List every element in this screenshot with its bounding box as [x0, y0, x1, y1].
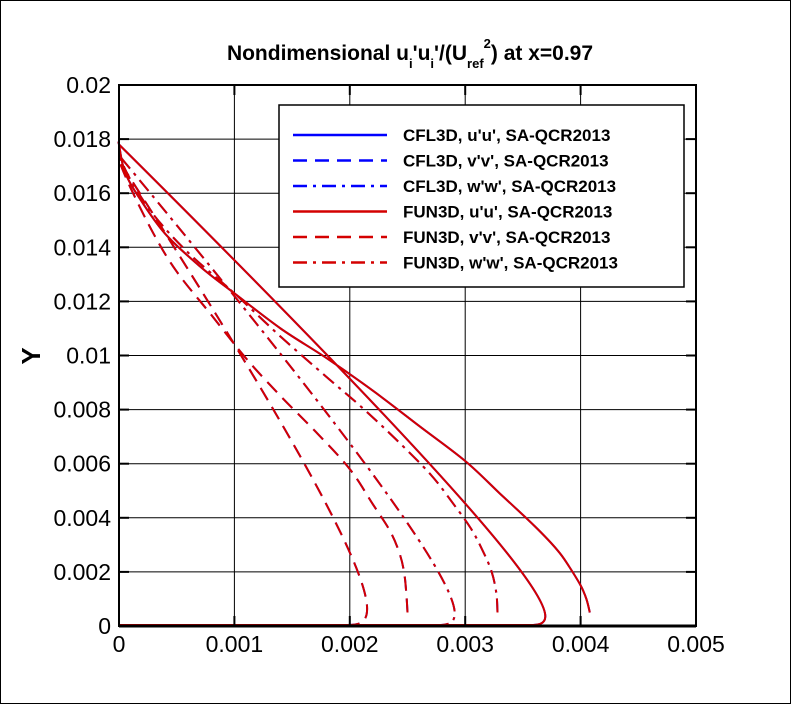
x-tick-label: 0.001 [206, 631, 264, 657]
y-tick-label: 0.004 [53, 505, 111, 531]
title-sub-1: i [409, 56, 413, 71]
title-suffix: ) at x=0.97 [491, 42, 593, 65]
y-axis-label: Y [16, 347, 46, 364]
y-tick-label: 0 [98, 613, 111, 639]
y-tick-label: 0.016 [53, 180, 111, 206]
y-tick-label: 0.01 [66, 343, 111, 369]
series-line-5 [118, 160, 409, 626]
title-mid-1: 'u [413, 42, 431, 65]
title-mid-2: '/(U [434, 42, 467, 65]
title-sub-2: i [430, 56, 434, 71]
legend-label-2: CFL3D, v'v', SA-QCR2013 [403, 152, 609, 171]
y-tick-label: 0.002 [53, 559, 111, 585]
y-tick-label: 0.014 [53, 234, 111, 260]
title-sup-3: 2 [484, 36, 491, 51]
x-tick-label: 0.004 [552, 631, 610, 657]
chart-title: Nondimensional ui'ui'/(Uref2) at x=0.97 [227, 36, 593, 71]
series-line-6 [118, 154, 499, 626]
y-tick-label: 0.018 [53, 126, 111, 152]
legend: CFL3D, u'u', SA-QCR2013 CFL3D, v'v', SA-Q… [278, 104, 685, 288]
x-tick-label: 0.003 [436, 631, 494, 657]
x-tick-label: 0.002 [321, 631, 379, 657]
legend-label-4: FUN3D, u'u', SA-QCR2013 [403, 203, 612, 222]
title-sub-3: ref [467, 56, 484, 71]
y-tick-label: 0.02 [66, 72, 111, 98]
legend-label-1: CFL3D, u'u', SA-QCR2013 [403, 126, 610, 145]
y-tick-label: 0.006 [53, 451, 111, 477]
legend-label-6: FUN3D, w'w', SA-QCR2013 [403, 254, 618, 273]
y-tick-label: 0.012 [53, 288, 111, 314]
y-tick-label: 0.008 [53, 397, 111, 423]
legend-label-3: CFL3D, w'w', SA-QCR2013 [403, 177, 616, 196]
title-prefix: Nondimensional u [227, 42, 409, 65]
legend-label-5: FUN3D, v'v', SA-QCR2013 [403, 228, 610, 247]
axes: 0 0.001 0.002 0.003 0.004 0.005 0 0.002 0.004 0.0… [53, 72, 724, 657]
x-tick-label: 0 [113, 631, 126, 657]
x-tick-label: 0.005 [667, 631, 725, 657]
